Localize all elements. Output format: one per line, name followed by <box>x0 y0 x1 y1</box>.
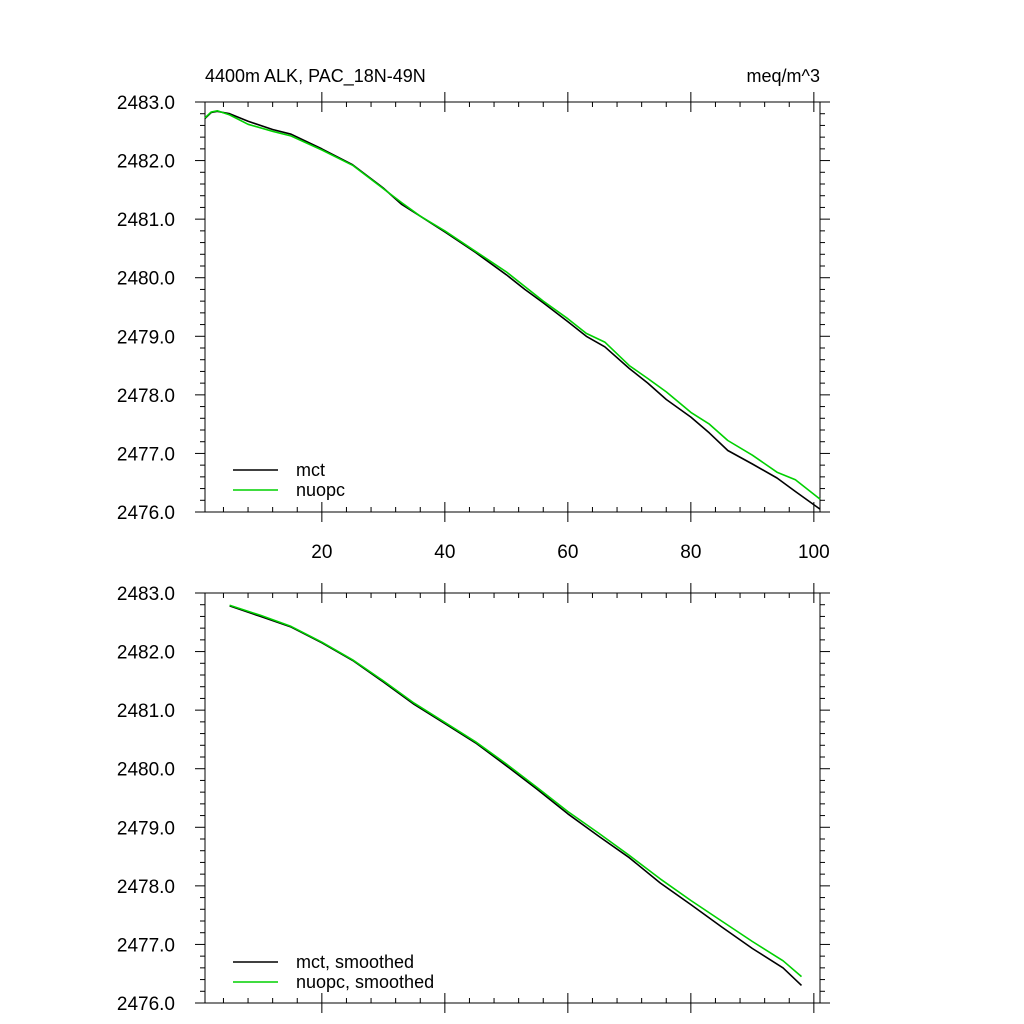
top-panel: 20 40 60 80 100 2476.0 2477.0 2478.0 2479.0 2480.… <box>117 92 830 563</box>
y-tick-label: 2476.0 <box>117 994 175 1015</box>
y-tick-label: 2480.0 <box>117 269 175 290</box>
plot-frame <box>204 101 821 513</box>
x-tick-label: 80 <box>680 542 701 563</box>
y-tick-label: 2482.0 <box>117 152 175 173</box>
chart-title: 4400m ALK, PAC_18N-49N <box>205 66 426 87</box>
series-line-nuopc <box>204 110 821 500</box>
x-tick-label: 20 <box>311 542 332 563</box>
plot-frame <box>204 592 821 1004</box>
units-label: meq/m^3 <box>747 66 820 86</box>
x-tick-label: 40 <box>434 542 455 563</box>
y-tick-label: 2483.0 <box>117 584 175 605</box>
y-tick-label: 2480.0 <box>117 760 175 781</box>
y-tick-label: 2483.0 <box>117 93 175 114</box>
y-tick-label: 2478.0 <box>117 877 175 898</box>
series-line-mct <box>204 110 821 510</box>
series-line-nuopc-smoothed <box>229 604 803 978</box>
y-tick-label: 2478.0 <box>117 386 175 407</box>
y-tick-label: 2477.0 <box>117 444 175 465</box>
y-tick-label: 2479.0 <box>117 818 175 839</box>
y-tick-label: 2476.0 <box>117 503 175 524</box>
y-tick-label: 2482.0 <box>117 643 175 664</box>
y-tick-label: 2479.0 <box>117 327 175 348</box>
y-tick-label: 2481.0 <box>117 701 175 722</box>
legend-label: nuopc, smoothed <box>296 972 434 992</box>
y-tick-label: 2477.0 <box>117 935 175 956</box>
bottom-panel: 2476.0 2477.0 2478.0 2479.0 2480.0 2481.0 2482… <box>117 583 830 1015</box>
x-tick-label: 100 <box>798 542 830 563</box>
legend-label: nuopc <box>296 480 345 500</box>
series-line-mct-smoothed <box>229 605 803 986</box>
y-tick-label: 2481.0 <box>117 210 175 231</box>
x-tick-label: 60 <box>557 542 578 563</box>
legend-label: mct, smoothed <box>296 952 414 972</box>
legend-label: mct <box>296 460 325 480</box>
